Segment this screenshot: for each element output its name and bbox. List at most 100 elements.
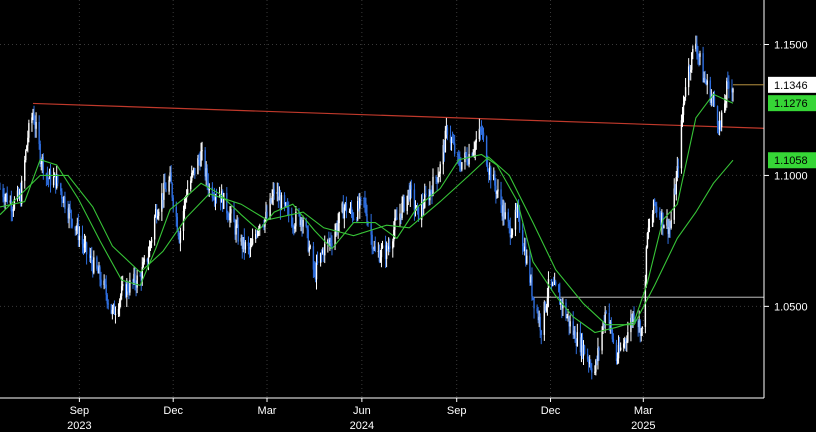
candle-body — [386, 245, 389, 249]
candle-body — [619, 347, 622, 351]
candle-body — [337, 223, 339, 232]
candle-body — [509, 225, 512, 238]
candle-body — [682, 103, 685, 115]
candle-body — [149, 242, 152, 246]
candle-body — [349, 207, 352, 212]
candle-body — [452, 142, 455, 144]
candle-body — [567, 316, 569, 318]
candle-body — [392, 241, 394, 249]
candle-body — [705, 81, 707, 85]
candle-body — [681, 114, 684, 121]
candle-body — [177, 230, 180, 237]
candle-body — [220, 191, 223, 203]
candle-body — [403, 197, 405, 212]
price-labels: 1.1346 1.1276 1.1058 — [733, 76, 816, 169]
candle-body — [703, 77, 705, 83]
candle-body — [510, 234, 513, 238]
candle-body — [272, 189, 274, 197]
moving-averages — [0, 93, 734, 334]
candle-body — [626, 341, 628, 343]
candle-body — [192, 171, 194, 173]
candle-body — [632, 313, 634, 323]
candle-body — [379, 257, 382, 262]
candle-body — [591, 368, 593, 373]
candle-body — [692, 48, 694, 53]
candle-body — [504, 212, 506, 219]
candle-body — [63, 196, 65, 204]
candle-body — [114, 314, 117, 316]
candles — [0, 35, 734, 380]
candle-body — [702, 53, 704, 83]
candle-body — [46, 175, 49, 179]
candle-body — [468, 154, 470, 165]
candle-body — [673, 188, 675, 220]
candle-body — [128, 291, 130, 293]
candle-body — [351, 212, 354, 219]
candle-body — [579, 332, 582, 353]
candle-body — [117, 308, 120, 315]
candle-body — [503, 205, 505, 219]
x-tick-label: Dec — [163, 405, 183, 417]
candle-body — [486, 164, 489, 171]
candle-body — [443, 145, 446, 153]
candle-body — [460, 166, 462, 170]
candle-body — [186, 189, 189, 196]
candle-body — [532, 296, 534, 298]
candle-body — [525, 246, 527, 264]
candle-body — [582, 345, 585, 356]
candle-body — [118, 300, 121, 309]
candle-body — [395, 217, 397, 219]
candle-body — [501, 204, 503, 217]
candle-body — [581, 337, 584, 356]
candle-body — [366, 213, 368, 224]
candle-body — [12, 208, 15, 212]
candle-body — [190, 180, 192, 190]
y-tick-label: 1.1500 — [774, 40, 808, 52]
candle-body — [278, 196, 281, 201]
candle-body — [60, 183, 62, 192]
candle-body — [596, 360, 598, 362]
candle-body — [97, 268, 99, 274]
candle-body — [481, 131, 484, 133]
candle-body — [459, 160, 461, 167]
candle-body — [6, 193, 8, 203]
candle-body — [148, 245, 151, 257]
candle-body — [605, 311, 607, 313]
candle-body — [136, 275, 138, 288]
candle-body — [539, 316, 541, 331]
candle-body — [699, 53, 701, 57]
candle-body — [574, 330, 576, 343]
candle-body — [338, 212, 340, 224]
candle-body — [265, 211, 267, 219]
candle-body — [243, 237, 246, 250]
candle-body — [127, 284, 129, 292]
candle-body — [285, 203, 288, 207]
candle-body — [442, 145, 445, 165]
candle-body — [2, 188, 4, 198]
candle-body — [633, 313, 635, 320]
candle-body — [78, 235, 81, 240]
candle-body — [357, 201, 359, 220]
candle-body — [598, 348, 600, 351]
candle-body — [554, 281, 557, 285]
candle-body — [344, 203, 347, 208]
candle-body — [205, 168, 207, 177]
candle-body — [96, 257, 98, 269]
candle-body — [453, 143, 456, 154]
candle-body — [388, 246, 391, 249]
price-badge-label: 1.1346 — [774, 80, 808, 92]
price-badge — [768, 95, 816, 112]
candle-body — [161, 193, 163, 212]
candle-body — [521, 230, 524, 247]
candle-body — [725, 99, 727, 104]
candle-body — [10, 200, 13, 212]
candle-body — [9, 200, 12, 203]
candle-body — [323, 250, 325, 256]
candle-body — [583, 345, 586, 354]
candle-body — [283, 195, 286, 205]
candle-body — [77, 223, 80, 240]
candle-body — [546, 297, 549, 306]
candle-body — [141, 267, 143, 282]
candle-body — [677, 166, 680, 169]
candle-body — [364, 198, 366, 204]
